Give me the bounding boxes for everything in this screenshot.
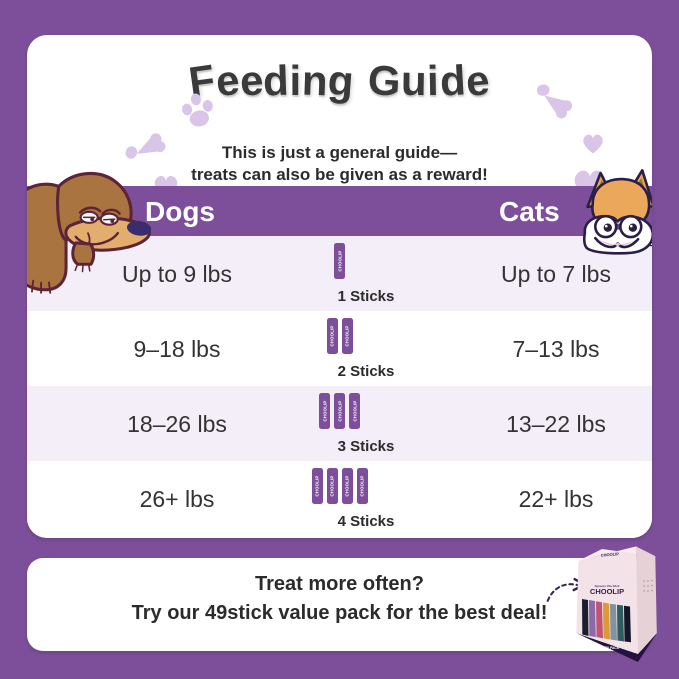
svg-text:CHOOLIP: CHOOLIP <box>590 587 624 596</box>
svg-text:VARIETY PACK: VARIETY PACK <box>595 646 620 650</box>
svg-text:Squeeze Vita Stick: Squeeze Vita Stick <box>595 584 620 588</box>
